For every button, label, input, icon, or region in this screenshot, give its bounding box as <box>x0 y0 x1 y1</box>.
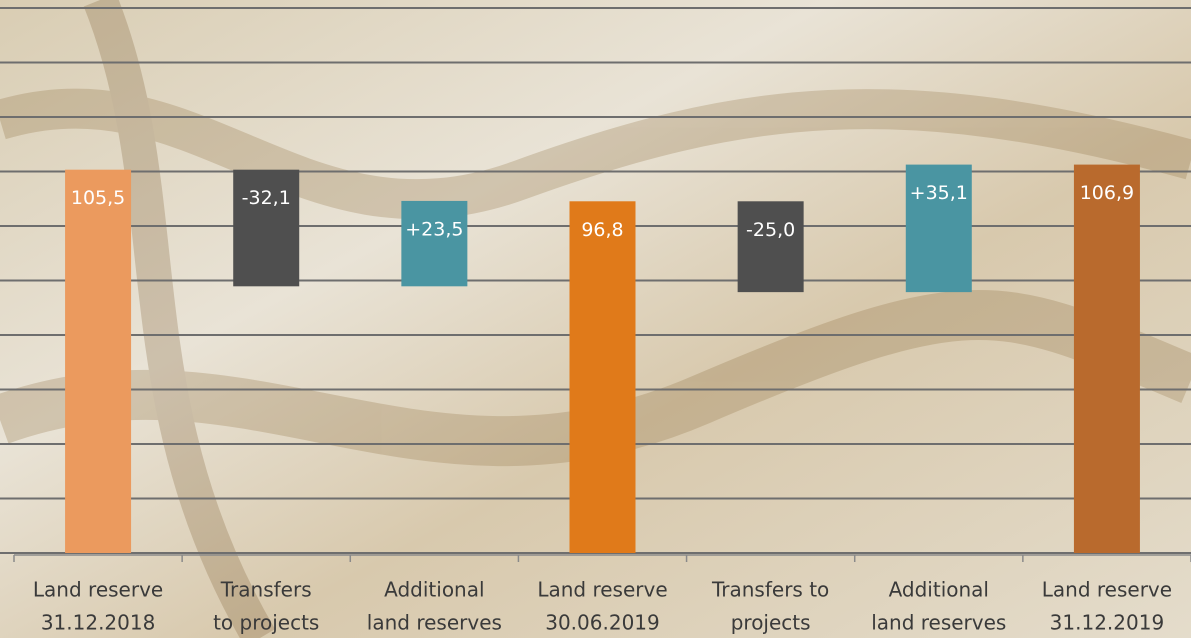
x-tick-label: to projects <box>213 611 319 635</box>
bar <box>738 201 804 292</box>
value-label: 106,9 <box>1080 182 1134 204</box>
bar <box>65 170 131 553</box>
x-tick-label: projects <box>731 611 811 635</box>
x-tick-label: 31.12.2018 <box>41 611 156 635</box>
x-tick-label: Additional <box>889 578 989 602</box>
bar <box>1074 165 1140 553</box>
x-tick-label: Additional <box>384 578 484 602</box>
x-tick-label: land reserves <box>367 611 502 635</box>
x-tick-label: Land reserve <box>33 578 163 602</box>
x-tick-label: Land reserve <box>1042 578 1172 602</box>
value-label: -25,0 <box>746 219 795 241</box>
x-tick-label: Transfers <box>220 578 312 602</box>
value-label: 96,8 <box>581 219 623 241</box>
x-tick-label: 30.06.2019 <box>545 611 660 635</box>
x-tick-label: land reserves <box>871 611 1006 635</box>
bar <box>401 201 467 286</box>
x-tick-label: 31.12.2019 <box>1050 611 1165 635</box>
x-tick-label: Land reserve <box>537 578 667 602</box>
value-label: +35,1 <box>910 182 968 204</box>
value-label: 105,5 <box>71 187 125 209</box>
x-tick-label: Transfers to <box>711 578 829 602</box>
value-label: +23,5 <box>405 218 463 240</box>
chart: Land reserve 31.12.2018 105,5 Transfers to p… <box>0 0 1191 638</box>
bar <box>570 201 636 553</box>
value-label: -32,1 <box>242 187 291 209</box>
